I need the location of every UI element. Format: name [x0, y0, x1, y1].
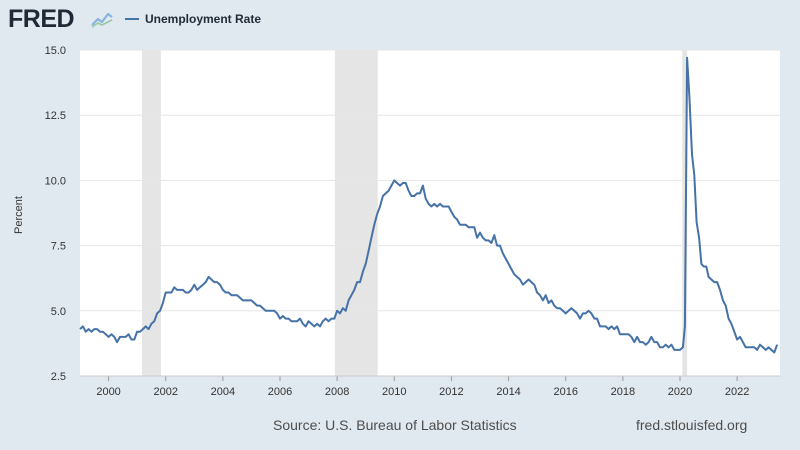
recession-band-1 — [334, 50, 378, 376]
source-note: Source: U.S. Bureau of Labor Statistics — [273, 417, 517, 433]
x-tick-label: 2010 — [382, 386, 406, 398]
x-tick-label: 2022 — [725, 386, 749, 398]
x-tick-label: 2016 — [553, 386, 577, 398]
x-tick-label: 2018 — [611, 386, 635, 398]
y-axis-title: Percent — [13, 196, 25, 234]
x-tick-label: 2014 — [496, 386, 520, 398]
line-chart-icon — [90, 9, 114, 29]
series-line-0[interactable] — [79, 56, 779, 354]
legend: Unemployment Rate — [125, 10, 261, 28]
x-tick-label: 2004 — [211, 386, 235, 398]
y-tick-label: 10.0 — [45, 175, 66, 187]
x-tick-label: 2000 — [96, 386, 120, 398]
y-tick-label: 7.5 — [51, 241, 66, 253]
x-tick-label: 2002 — [153, 386, 177, 398]
x-tick-label: 2006 — [268, 386, 292, 398]
y-tick-label: 5.0 — [51, 306, 66, 318]
site-link[interactable]: fred.stlouisfed.org — [636, 417, 748, 433]
y-tick-label: 12.5 — [45, 110, 66, 122]
recession-band-0 — [142, 50, 161, 376]
unemployment-chart: 2.5 5.0 7.5 10.0 12.5 15.0 2000 2002 2004 2006 200… — [13, 45, 780, 398]
fred-logo[interactable]: FRED — [8, 5, 75, 33]
axis-labels: 2.5 5.0 7.5 10.0 12.5 15.0 2000 2002 2004 2006 200… — [45, 45, 780, 398]
x-tick-label: 2008 — [325, 386, 349, 398]
y-tick-label: 15.0 — [45, 45, 66, 57]
recession-bands — [142, 50, 688, 376]
x-tick-label: 2020 — [668, 386, 692, 398]
header: FRED Unemployment Rate — [0, 0, 800, 40]
legend-swatch — [125, 18, 139, 20]
legend-label: Unemployment Rate — [145, 12, 262, 26]
recession-band-2 — [682, 50, 688, 376]
x-tick-label: 2012 — [439, 386, 463, 398]
y-tick-label: 2.5 — [51, 371, 66, 383]
plot-area — [80, 50, 780, 376]
series-layer — [79, 56, 779, 354]
